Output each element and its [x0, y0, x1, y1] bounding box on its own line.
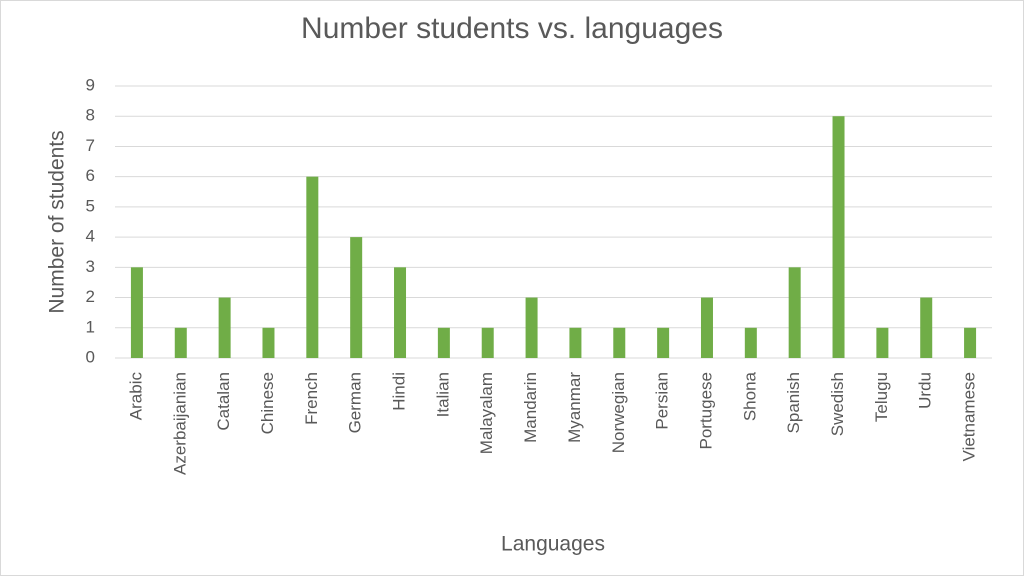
y-tick-label: 1 — [86, 317, 95, 336]
x-tick-label: Chinese — [258, 372, 277, 434]
bar — [306, 176, 319, 358]
chart-title: Number students vs. languages — [301, 12, 723, 45]
x-tick-label: German — [346, 372, 365, 433]
bar — [613, 327, 626, 358]
bar — [700, 297, 713, 358]
y-tick-label: 3 — [86, 257, 95, 276]
x-tick-label: Shona — [740, 371, 759, 421]
bar — [262, 327, 275, 358]
y-tick-label: 4 — [86, 227, 95, 246]
bar — [130, 267, 143, 358]
y-tick-label: 6 — [86, 166, 95, 185]
x-tick-label: French — [302, 372, 321, 425]
bar — [964, 327, 977, 358]
bar — [481, 327, 494, 358]
x-tick-label: Hindi — [390, 372, 409, 411]
bar — [569, 327, 582, 358]
x-tick-label: Myanmar — [565, 372, 584, 443]
x-tick-label: Spanish — [784, 372, 803, 433]
y-tick-label: 5 — [86, 196, 95, 215]
x-tick-label: Telugu — [872, 372, 891, 422]
bar — [744, 327, 757, 358]
bar — [218, 297, 231, 358]
x-tick-label: Malayalam — [477, 372, 496, 454]
bar — [437, 327, 450, 358]
bar — [394, 267, 407, 358]
bar — [876, 327, 889, 358]
y-tick-label: 7 — [86, 136, 95, 155]
x-tick-label: Urdu — [916, 372, 935, 409]
bar — [920, 297, 933, 358]
y-tick-label: 0 — [86, 347, 95, 366]
y-tick-label: 2 — [86, 287, 95, 306]
bar — [832, 116, 845, 358]
x-tick-label: Azerbaijanian — [170, 372, 189, 475]
x-tick-label: Arabic — [126, 372, 145, 421]
bar — [788, 267, 801, 358]
x-axis-title: Languages — [501, 533, 605, 556]
x-tick-label: Italian — [433, 372, 452, 417]
bar — [525, 297, 538, 358]
bar — [350, 237, 363, 358]
x-tick-label: Mandarin — [521, 372, 540, 443]
x-tick-label: Vietnamese — [960, 372, 979, 461]
x-tick-label: Portugese — [696, 372, 715, 450]
y-tick-label: 9 — [86, 75, 95, 94]
x-tick-label: Persian — [653, 372, 672, 430]
y-tick-label: 8 — [86, 106, 95, 125]
bar — [657, 327, 670, 358]
bar — [174, 327, 187, 358]
x-tick-label: Catalan — [214, 372, 233, 431]
y-axis-title: Number of students — [46, 130, 69, 313]
x-tick-label: Norwegian — [609, 372, 628, 453]
x-tick-label: Swedish — [828, 372, 847, 436]
